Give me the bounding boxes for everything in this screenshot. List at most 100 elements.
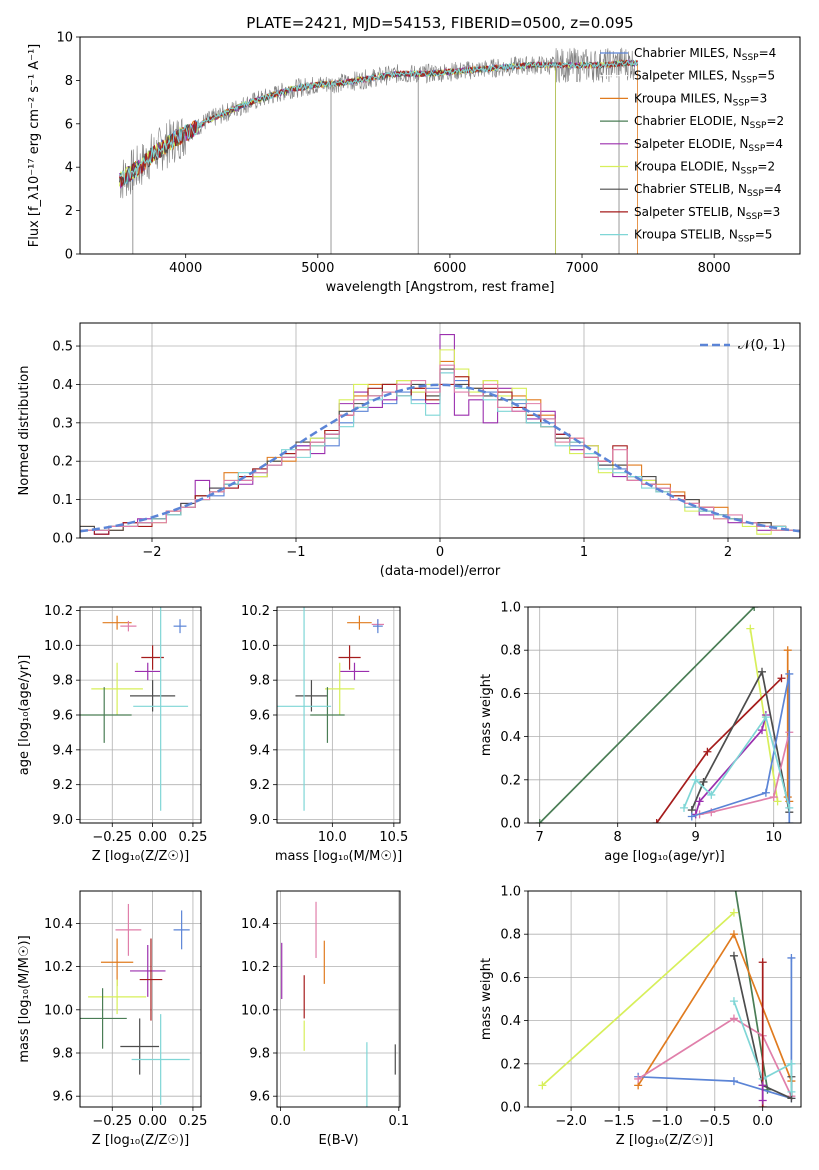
panel-mass_weight_vs_age: 7 8 9 10 0.0 0.2 0.4 0.6 0.8 1.0 age [log₁₀(age/yr… [479, 601, 802, 864]
legend-subscript: SSP [741, 167, 758, 177]
marker-plus [777, 674, 786, 683]
y-tick-label: 0.6 [500, 971, 521, 986]
hist-pink [80, 364, 800, 538]
y-tick-label: 0.2 [52, 455, 73, 470]
x-tick-label: 10 [765, 830, 782, 845]
y-tick-label: 9.0 [249, 813, 270, 828]
x-tick-label: 0.00 [138, 1114, 167, 1129]
x-tick-label: −0.25 [92, 830, 132, 845]
plot-area [528, 891, 801, 1107]
x-tick-label: 0 [436, 545, 444, 560]
marker-plus [787, 1087, 796, 1096]
marker-plus [634, 1074, 643, 1083]
x-tick-label: 8 [614, 830, 622, 845]
x-tick-label: −0.25 [92, 1114, 132, 1129]
series-line [691, 673, 791, 823]
normal-curve [80, 383, 800, 533]
y-tick-label: 10.2 [241, 960, 270, 975]
x-axis-label: E(B-V) [318, 1133, 358, 1148]
y-tick-label: 8 [65, 74, 73, 89]
plot-area [528, 607, 801, 823]
marker-plus [758, 1081, 767, 1090]
marker-plus [707, 790, 716, 799]
y-tick-label: 1.0 [500, 885, 521, 900]
legend-subscript: SSP [746, 212, 763, 222]
marker-plus [787, 1059, 796, 1068]
marker-plus [750, 607, 759, 611]
legend-subscript: SSP [748, 144, 765, 154]
marker-plus [538, 1081, 547, 1090]
y-tick-label: 0.6 [500, 687, 521, 702]
x-tick-label: 6000 [433, 261, 466, 276]
marker-plus [729, 908, 738, 917]
marker-plus [687, 812, 696, 821]
series-line [656, 677, 783, 823]
y-tick-label: 0.2 [500, 1057, 521, 1072]
y-tick-label: 0.5 [52, 340, 73, 355]
marker-plus [773, 797, 782, 806]
marker-plus [783, 646, 792, 655]
y-axis-label: age [log₁₀(age/yr)] [17, 655, 32, 776]
marker-plus [695, 797, 704, 806]
y-tick-label: 0.0 [500, 1101, 521, 1116]
x-tick-label: 7 [536, 830, 544, 845]
x-tick-label: 4000 [169, 261, 202, 276]
legend-entry: Chabrier MILES, NSSP=4 [634, 46, 776, 63]
legend-subscript: SSP [750, 121, 767, 131]
x-tick-label: 0.25 [178, 830, 207, 845]
x-tick-label: 5000 [301, 261, 334, 276]
legend-subscript: SSP [742, 53, 759, 63]
panel-residuals: −2 −1 0 1 2 0.0 0.1 0.2 0.3 0.4 0.5 (data-model)/er… [17, 322, 801, 579]
series-line [637, 1017, 793, 1097]
x-tick-label: 0.0 [270, 1114, 291, 1129]
axes-frame [79, 890, 202, 1108]
marker-plus [535, 819, 544, 823]
series-line [699, 732, 791, 816]
x-tick-label: 0.25 [178, 1114, 207, 1129]
marker-plus [699, 777, 708, 786]
marker-plus [785, 819, 794, 823]
y-tick-label: 9.2 [249, 778, 270, 793]
y-tick-label: 10.4 [44, 917, 73, 932]
panel-mass_vs_Z: −0.25 0.00 0.25 9.6 9.8 10.0 10.2 10.4 Z [log₁₀(… [17, 890, 207, 1148]
plot-area [277, 891, 400, 1107]
legend-entry: Salpeter ELODIE, NSSP=4 [634, 137, 783, 154]
series-line [733, 1000, 793, 1092]
marker-plus [769, 793, 778, 802]
plot-area [80, 607, 201, 823]
marker-plus [729, 951, 738, 960]
axes-frame [79, 606, 202, 824]
y-tick-label: 10 [56, 31, 73, 46]
panel-spectrum: 4000 5000 6000 7000 8000 0 2 4 6 8 10 wavelength [A… [27, 31, 801, 295]
y-tick-label: 4 [65, 161, 73, 176]
marker-plus [761, 788, 770, 797]
marker-plus [785, 803, 794, 812]
axes-frame [276, 606, 401, 824]
marker-plus [691, 775, 700, 784]
marker-plus [652, 819, 661, 823]
legend-value: =3 [750, 91, 768, 105]
x-axis-label: Z [log₁₀(Z/Z☉)] [92, 1133, 189, 1148]
x-axis-label: age [log₁₀(age/yr)] [604, 849, 725, 864]
y-tick-label: 10.0 [44, 1003, 73, 1018]
legend-subscript: SSP [741, 76, 758, 86]
y-tick-label: 10.2 [44, 960, 73, 975]
y-tick-label: 10.4 [241, 917, 270, 932]
y-tick-label: 9.6 [249, 1090, 270, 1105]
y-tick-label: 0.2 [500, 773, 521, 788]
x-tick-label: −2 [142, 545, 161, 560]
x-axis-label: Z [log₁₀(Z/Z☉)] [92, 849, 189, 864]
legend-entry: Salpeter STELIB, NSSP=3 [634, 205, 780, 222]
y-tick-label: 0.4 [500, 730, 521, 745]
x-tick-label: 7000 [565, 261, 598, 276]
y-tick-label: 0.4 [500, 1014, 521, 1029]
legend-value: =2 [757, 160, 775, 174]
legend-entry: Chabrier STELIB, NSSP=4 [634, 182, 782, 199]
legend-value: =5 [757, 69, 775, 83]
y-axis-label: mass weight [479, 958, 494, 1040]
legend-subscript: SSP [738, 235, 755, 245]
x-tick-label: 10.0 [318, 830, 347, 845]
y-tick-label: 10.0 [241, 639, 270, 654]
plot-area [80, 323, 800, 538]
